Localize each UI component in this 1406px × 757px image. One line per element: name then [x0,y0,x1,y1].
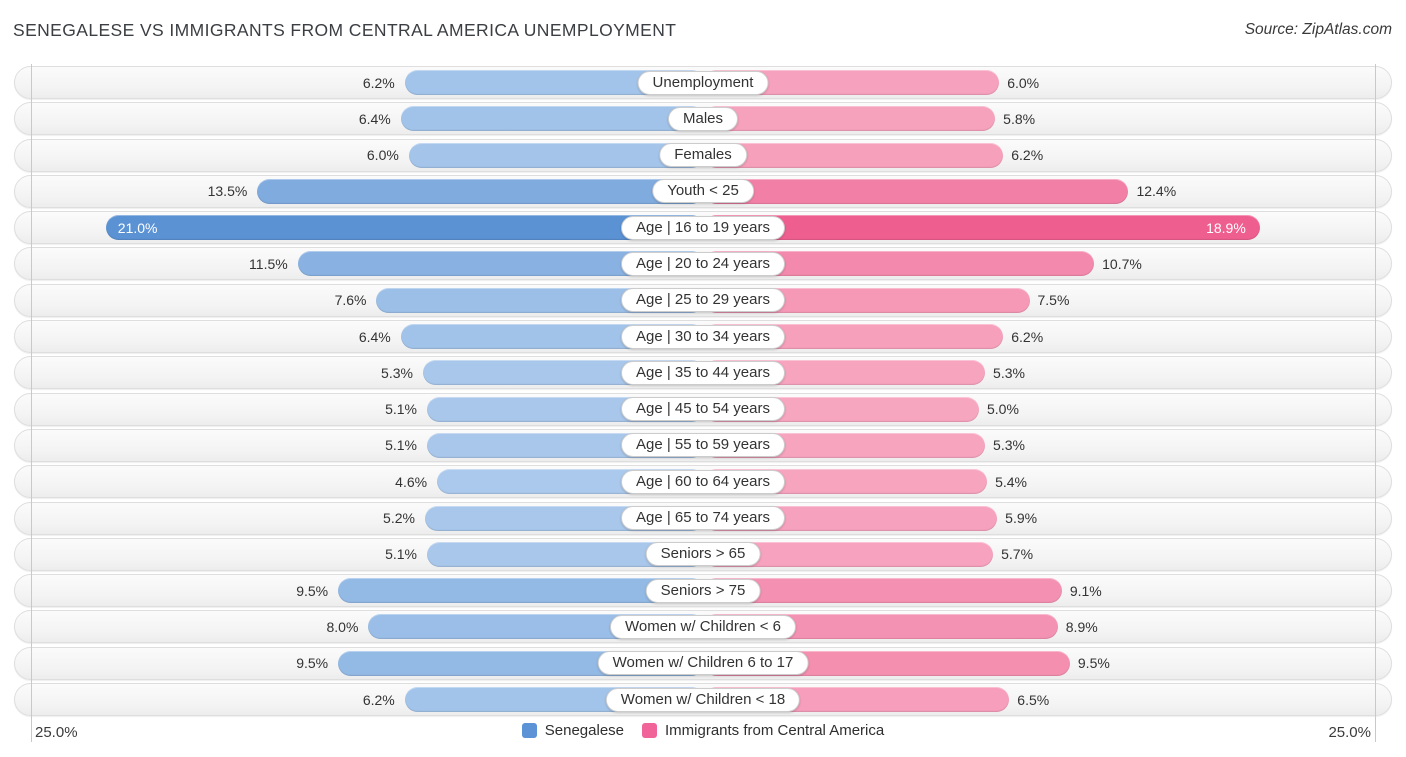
immigrants-value-label: 6.0% [1007,74,1040,91]
axis-gridline-left [31,64,32,742]
category-label: Seniors > 75 [645,578,761,603]
senegalese-bar [257,178,704,204]
senegalese-value-label: 11.5% [249,255,288,272]
page-title: SENEGALESE VS IMMIGRANTS FROM CENTRAL AM… [13,20,677,40]
senegalese-value-label: 5.3% [381,364,413,381]
senegalese-value-label: 13.5% [207,183,248,200]
legend-swatch-immigrants [642,723,657,738]
legend-swatch-senegalese [521,723,537,738]
category-label: Age | 16 to 19 years [621,215,785,240]
immigrants-value-label: 5.3% [993,437,1025,454]
senegalese-value-label: 6.2% [362,74,395,91]
bar-rows-container: 6.2% 6.0% Unemployment 6.4% 5.8% Males 6.0% 6.2… [14,66,1392,719]
category-label: Seniors > 65 [645,542,761,567]
senegalese-bar [400,106,704,132]
senegalese-value-label: 9.5% [296,582,329,599]
category-label: Women w/ Children < 6 [609,614,797,639]
senegalese-value-label: 21.0% [117,219,158,236]
chart-row: 7.6% 7.5% Age | 25 to 29 years [14,283,1392,317]
immigrants-value-label: 5.7% [1001,546,1034,563]
chart-row: 5.1% 5.0% Age | 45 to 54 years [14,392,1392,426]
category-label: Age | 55 to 59 years [621,433,785,458]
legend-label-senegalese: Senegalese [544,722,624,739]
immigrants-bar [704,178,1129,204]
senegalese-value-label: 5.1% [385,437,417,454]
chart-row: 11.5% 10.7% Age | 20 to 24 years [14,247,1392,281]
category-label: Age | 25 to 29 years [621,288,785,313]
category-label: Age | 30 to 34 years [621,324,785,349]
legend: Senegalese Immigrants from Central Ameri… [0,722,1406,739]
immigrants-value-label: 5.0% [987,401,1019,418]
immigrants-bar [704,142,1004,168]
axis-gridline-right [1375,64,1376,742]
immigrants-bar [704,578,1062,604]
senegalese-value-label: 4.6% [395,473,428,490]
chart-row: 13.5% 12.4% Youth < 25 [14,174,1392,208]
immigrants-value-label: 9.1% [1069,582,1102,599]
chart-row: 21.0% 18.9% Age | 16 to 19 years [14,211,1392,245]
senegalese-value-label: 5.1% [385,546,417,563]
immigrants-value-label: 12.4% [1136,183,1177,200]
category-label: Unemployment [637,70,769,95]
chart-row: 5.3% 5.3% Age | 35 to 44 years [14,356,1392,390]
category-label: Age | 20 to 24 years [621,251,785,276]
immigrants-value-label: 5.3% [993,364,1025,381]
immigrants-value-label: 10.7% [1102,255,1142,272]
chart-row: 5.2% 5.9% Age | 65 to 74 years [14,501,1392,535]
category-label: Youth < 25 [652,179,754,204]
category-label: Females [659,143,747,168]
immigrants-value-label: 6.5% [1017,691,1050,708]
legend-label-immigrants: Immigrants from Central America [665,722,885,739]
chart-row: 6.4% 5.8% Males [14,102,1392,136]
senegalese-value-label: 7.6% [334,292,367,309]
immigrants-value-label: 18.9% [1206,219,1246,236]
immigrants-value-label: 7.5% [1037,292,1070,309]
category-label: Women w/ Children < 18 [605,687,801,712]
senegalese-value-label: 6.4% [358,110,391,127]
category-label: Males [667,106,739,131]
chart-row: 5.1% 5.3% Age | 55 to 59 years [14,428,1392,462]
immigrants-value-label: 8.9% [1065,618,1098,635]
immigrants-value-label: 5.9% [1005,510,1038,527]
category-label: Age | 60 to 64 years [621,469,785,494]
senegalese-value-label: 6.4% [358,328,391,345]
immigrants-value-label: 5.4% [995,473,1027,490]
chart-row: 6.0% 6.2% Females [14,138,1392,172]
immigrants-value-label: 6.2% [1011,147,1044,164]
senegalese-value-label: 6.0% [366,147,399,164]
senegalese-bar [338,578,704,604]
category-label: Age | 35 to 44 years [621,360,785,385]
chart-row: 9.5% 9.5% Women w/ Children 6 to 17 [14,646,1392,680]
axis-max-label-right: 25.0% [1328,724,1371,741]
chart-row: 4.6% 5.4% Age | 60 to 64 years [14,465,1392,499]
category-label: Age | 45 to 54 years [621,397,785,422]
immigrants-value-label: 9.5% [1077,655,1110,672]
senegalese-value-label: 9.5% [296,655,329,672]
axis-max-label-left: 25.0% [35,724,78,741]
senegalese-value-label: 8.0% [326,618,359,635]
immigrants-value-label: 5.8% [1003,110,1036,127]
senegalese-value-label: 6.2% [362,691,395,708]
chart-row: 6.4% 6.2% Age | 30 to 34 years [14,320,1392,354]
immigrants-bar [704,215,1260,241]
senegalese-bar [408,142,704,168]
legend-item-immigrants: Immigrants from Central America [642,722,884,739]
immigrants-bar [704,106,996,132]
chart-row: 5.1% 5.7% Seniors > 65 [14,537,1392,571]
category-label: Women w/ Children 6 to 17 [597,651,809,676]
chart-row: 8.0% 8.9% Women w/ Children < 6 [14,610,1392,644]
chart-row: 9.5% 9.1% Seniors > 75 [14,574,1392,608]
senegalese-bar [105,215,704,241]
chart-row: 6.2% 6.0% Unemployment [14,66,1392,99]
legend-item-senegalese: Senegalese [521,722,624,739]
senegalese-value-label: 5.1% [385,401,417,418]
senegalese-value-label: 5.2% [383,510,415,527]
source-attribution: Source: ZipAtlas.com [1244,21,1392,38]
category-label: Age | 65 to 74 years [621,506,785,531]
immigrants-value-label: 6.2% [1011,328,1044,345]
chart-row: 6.2% 6.5% Women w/ Children < 18 [14,683,1392,717]
